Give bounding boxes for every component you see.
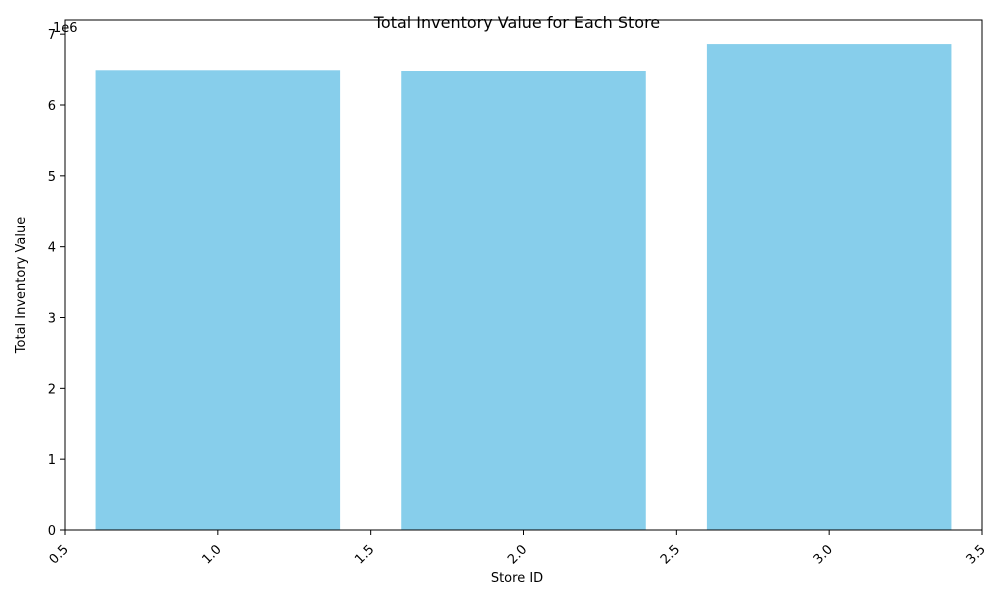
bar-store-2: [401, 71, 646, 530]
y-tick-label: 7: [48, 28, 56, 43]
y-tick-label: 2: [48, 382, 56, 397]
y-ticks-group: 0 1 2 3 4 5 6 7: [48, 28, 65, 539]
bar-store-1: [95, 70, 341, 531]
y-tick-label: 1: [48, 453, 56, 468]
x-axis-label: Store ID: [491, 571, 543, 586]
y-axis-label: Total Inventory Value: [14, 217, 29, 354]
y-tick-label: 6: [48, 99, 56, 114]
plot-frame: [64, 19, 983, 531]
y-tick-label: 5: [48, 170, 56, 185]
y-tick-label: 4: [48, 241, 56, 256]
chart-title: Total Inventory Value for Each Store: [373, 13, 660, 32]
bars-group: [95, 44, 952, 531]
bar-store-3: [706, 44, 952, 530]
y-tick-label: 3: [48, 312, 56, 327]
y-offset-label: 1e6: [53, 21, 78, 36]
y-tick-label: 0: [48, 524, 56, 539]
